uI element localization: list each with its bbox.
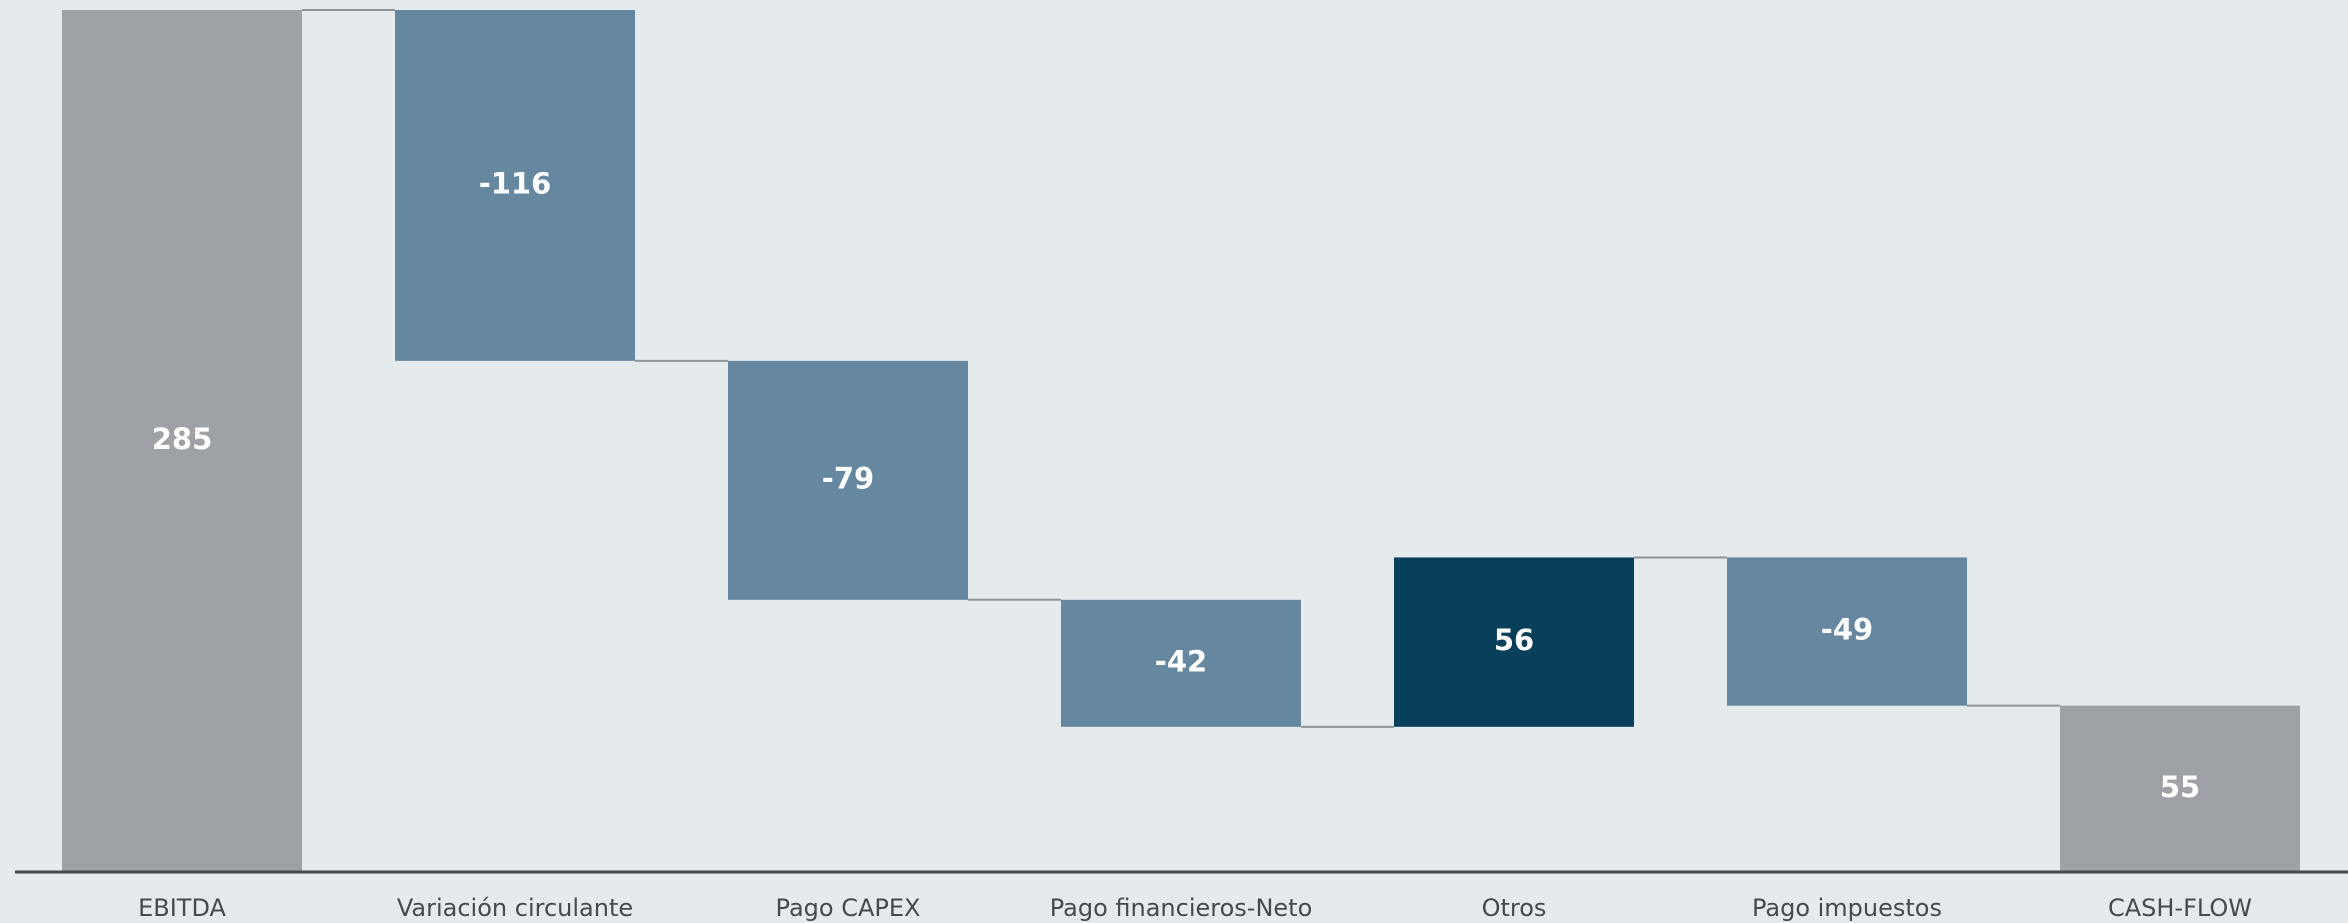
bar	[395, 10, 635, 361]
category-label: Pago financieros-Neto	[1050, 894, 1313, 922]
bar	[62, 10, 302, 872]
value-label: -49	[1821, 613, 1873, 647]
bar	[1394, 557, 1634, 727]
value-label: -42	[1155, 644, 1207, 678]
category-label: Variación circulante	[397, 894, 633, 922]
bar	[2060, 705, 2300, 872]
value-label: -116	[479, 166, 552, 200]
value-label: 55	[2160, 770, 2200, 804]
category-label: Otros	[1482, 894, 1547, 922]
bar	[728, 360, 968, 600]
value-label: -79	[822, 461, 874, 495]
category-label: Pago impuestos	[1752, 894, 1942, 922]
category-label: EBITDA	[138, 894, 226, 922]
category-label: Pago CAPEX	[776, 894, 921, 922]
bar	[1727, 557, 1967, 706]
value-label: 285	[152, 422, 213, 456]
bar	[1061, 599, 1301, 727]
category-label: CASH-FLOW	[2108, 894, 2252, 922]
value-label: 56	[1494, 623, 1534, 657]
